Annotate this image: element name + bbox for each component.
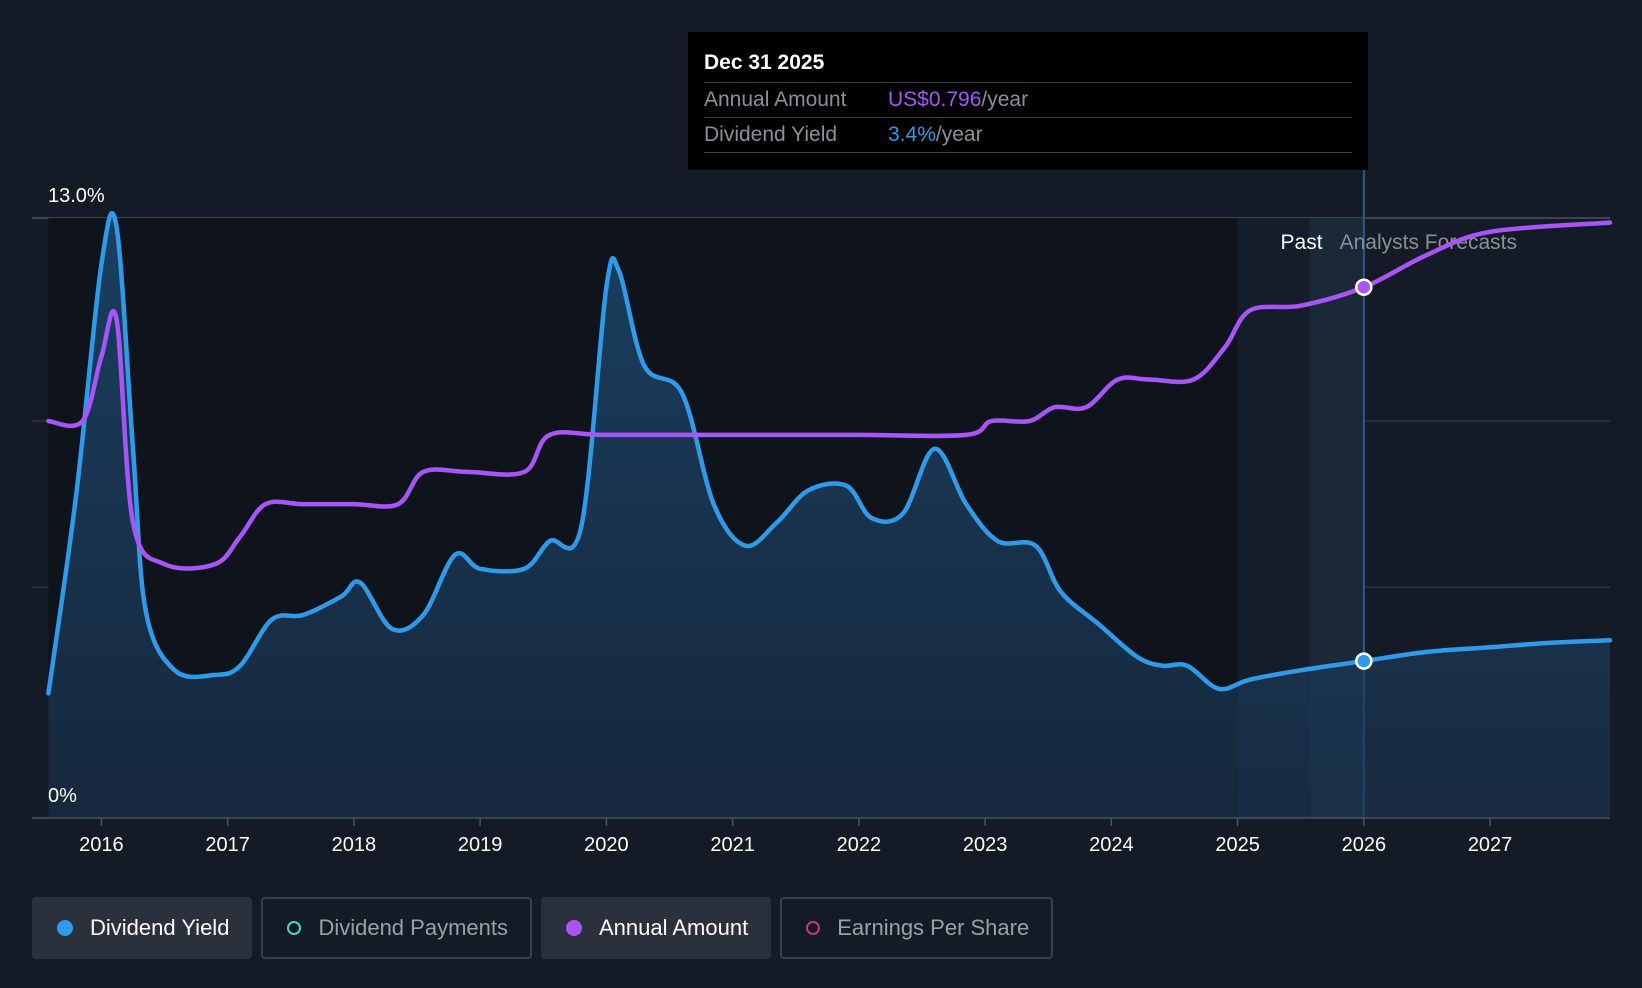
- legend-earnings-per-share[interactable]: Earnings Per Share: [780, 897, 1054, 959]
- tooltip-row-dividend-yield: Dividend Yield 3.4% /year: [704, 117, 1352, 153]
- tooltip-label: Dividend Yield: [704, 123, 838, 146]
- x-tick-label: 2021: [710, 834, 755, 856]
- x-tick-label: 2022: [837, 834, 882, 856]
- chart-tooltip: Dec 31 2025 Annual Amount US$0.796 /year…: [688, 32, 1368, 170]
- legend-dividend-yield[interactable]: Dividend Yield: [32, 897, 253, 959]
- x-tick-label: 2025: [1215, 834, 1260, 856]
- x-tick-label: 2024: [1089, 834, 1134, 856]
- x-tick-label: 2016: [79, 834, 124, 856]
- series-layer: [46, 210, 1613, 819]
- y-tick-label: 0%: [48, 785, 77, 807]
- legend-label: Dividend Yield: [90, 915, 230, 940]
- axis-layer: 0% 13.0% 2016 2017 2018 2019 2020 2021 2022 2023 2…: [32, 185, 1610, 856]
- x-tick-label: 2017: [205, 834, 250, 856]
- x-tick-label: 2023: [963, 834, 1008, 856]
- tooltip-date: Dec 31 2025: [704, 51, 825, 74]
- y-tick-label: 13.0%: [48, 185, 105, 207]
- legend-label: Annual Amount: [598, 915, 749, 940]
- tooltip-unit: /year: [935, 123, 983, 146]
- tooltip-value: 3.4%: [888, 123, 936, 146]
- x-tick-label: 2026: [1342, 834, 1387, 856]
- dividend-yield-line: [46, 210, 1613, 696]
- tooltip-row-annual-amount: Annual Amount US$0.796 /year: [704, 82, 1352, 117]
- x-tick-label: 2019: [458, 834, 503, 856]
- legend-dividend-payments[interactable]: Dividend Payments: [261, 897, 532, 959]
- x-tick-label: 2020: [584, 834, 629, 856]
- tooltip-value: US$0.796: [888, 88, 982, 111]
- legend-label: Dividend Payments: [318, 915, 508, 940]
- x-tick-label: 2027: [1468, 834, 1513, 856]
- chart-legend: Dividend Yield Dividend Payments Annual …: [32, 897, 1062, 959]
- legend-annual-amount[interactable]: Annual Amount: [540, 897, 772, 959]
- marker-layer[interactable]: [1355, 278, 1373, 670]
- past-label: Past: [1281, 231, 1323, 254]
- legend-ring-icon: [806, 921, 821, 935]
- annual-amount-line: [46, 220, 1613, 571]
- dividend-yield-marker: [1355, 652, 1373, 670]
- annual-amount-marker: [1355, 278, 1373, 296]
- legend-label: Earnings Per Share: [837, 915, 1030, 940]
- x-tick-label: 2018: [332, 834, 377, 856]
- tooltip-label: Annual Amount: [704, 88, 847, 111]
- legend-dot-icon: [565, 920, 582, 936]
- forecast-label: Analysts Forecasts: [1340, 231, 1517, 254]
- dividend-yield-area: [48, 213, 1610, 819]
- tooltip-unit: /year: [981, 88, 1029, 111]
- legend-dot-icon: [57, 920, 73, 936]
- legend-ring-icon: [287, 921, 302, 935]
